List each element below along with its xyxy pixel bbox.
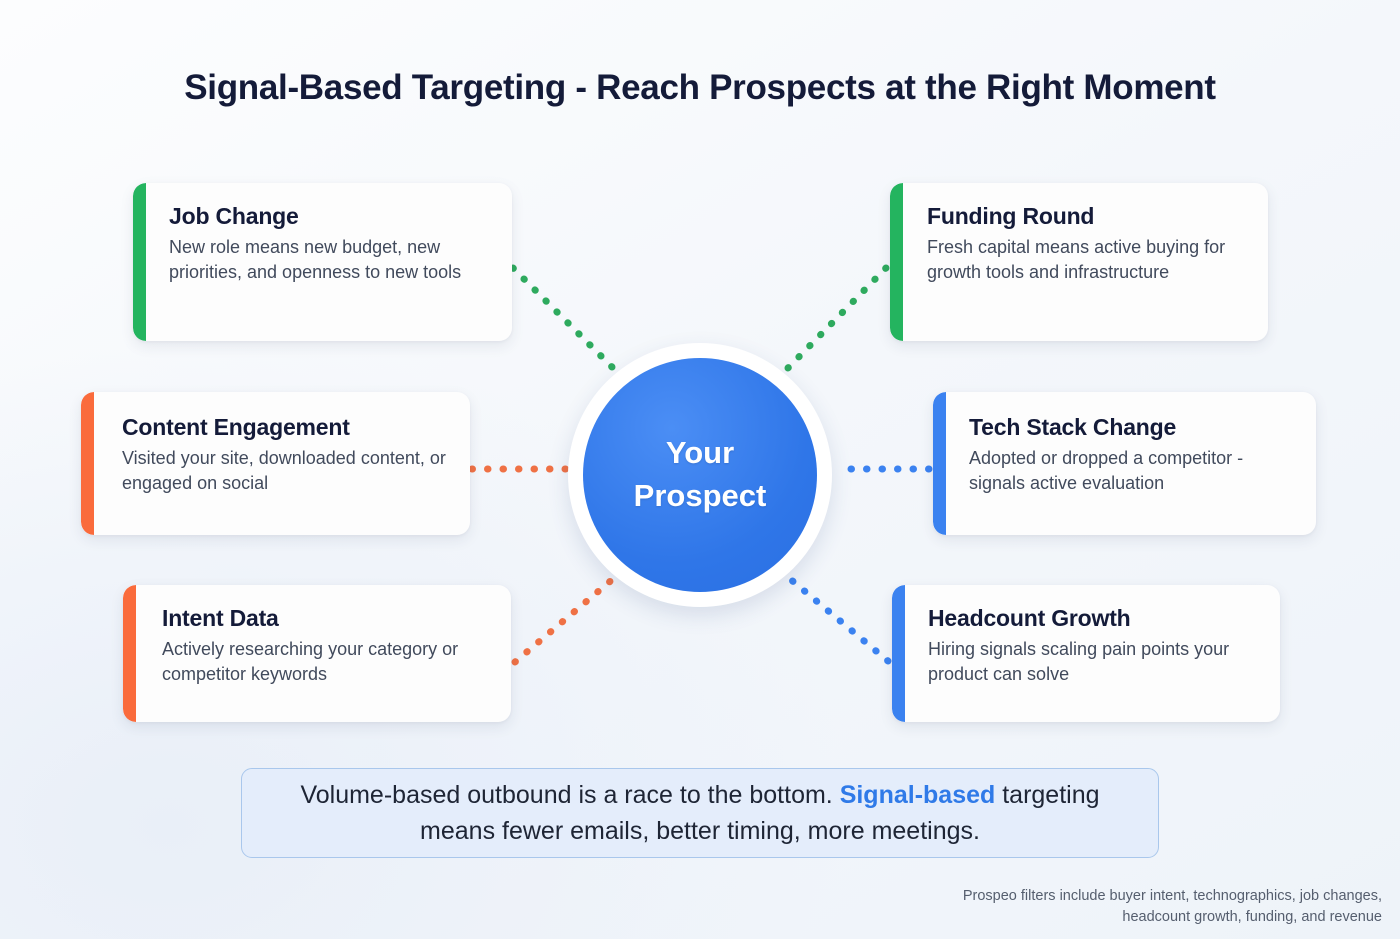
card-body: Content Engagement Visited your site, do… xyxy=(81,392,470,512)
card-body: Job Change New role means new budget, ne… xyxy=(133,183,512,301)
card-description: Actively researching your category or co… xyxy=(162,639,459,684)
job-change-connector xyxy=(509,264,620,375)
card-description: Adopted or dropped a competitor - signal… xyxy=(969,448,1244,493)
hub-label-line1: Your xyxy=(665,435,735,471)
callout-part2: targeting means fewer emails, better tim… xyxy=(420,780,1100,845)
card-title: Funding Round xyxy=(927,203,1095,229)
card-title: Headcount Growth xyxy=(928,605,1131,631)
hub-label-line2: Prospect xyxy=(633,478,767,513)
card-description: Fresh capital means active buying for gr… xyxy=(927,237,1226,282)
hub-your-prospect[interactable]: Your Prospect xyxy=(583,358,817,592)
signal-card-headcount-growth[interactable]: Headcount Growth Hiring signals scaling … xyxy=(892,585,1280,722)
card-title: Job Change xyxy=(169,203,299,229)
accent-bar-green xyxy=(133,183,146,341)
card-title: Intent Data xyxy=(162,605,279,631)
card-body: Tech Stack Change Adopted or dropped a c… xyxy=(933,392,1316,512)
accent-bar-blue xyxy=(933,392,946,535)
headcount-growth-connector xyxy=(785,574,892,665)
card-title: Content Engagement xyxy=(122,414,350,440)
card-body: Intent Data Actively researching your ca… xyxy=(123,585,511,703)
signal-card-job-change[interactable]: Job Change New role means new budget, ne… xyxy=(133,183,512,341)
card-description: New role means new budget, new prioritie… xyxy=(169,237,462,282)
page-title: Signal-Based Targeting - Reach Prospects… xyxy=(184,68,1216,107)
card-body: Headcount Growth Hiring signals scaling … xyxy=(892,585,1280,703)
card-description: Hiring signals scaling pain points your … xyxy=(928,639,1230,684)
accent-bar-green xyxy=(890,183,903,341)
callout-box: Volume-based outbound is a race to the b… xyxy=(241,768,1159,858)
footnote: Prospeo filters include buyer intent, te… xyxy=(962,888,1382,926)
accent-bar-orange xyxy=(123,585,136,722)
signal-card-intent-data[interactable]: Intent Data Actively researching your ca… xyxy=(123,585,511,722)
callout-highlight: Signal-based xyxy=(839,780,996,809)
signal-card-content-engagement[interactable]: Content Engagement Visited your site, do… xyxy=(81,392,470,535)
callout-part1: Volume-based outbound is a race to the b… xyxy=(300,780,840,809)
card-body: Funding Round Fresh capital means active… xyxy=(890,183,1268,301)
accent-bar-blue xyxy=(892,585,905,722)
accent-bar-orange xyxy=(81,392,94,535)
card-title: Tech Stack Change xyxy=(969,414,1177,440)
callout-text: Volume-based outbound is a race to the b… xyxy=(242,777,1158,850)
signal-card-funding-round[interactable]: Funding Round Fresh capital means active… xyxy=(890,183,1268,341)
signal-card-tech-stack-change[interactable]: Tech Stack Change Adopted or dropped a c… xyxy=(933,392,1316,535)
funding-round-connector xyxy=(782,264,890,374)
card-description: Visited your site, downloaded content, o… xyxy=(122,448,446,493)
intent-data-connector xyxy=(511,574,618,666)
